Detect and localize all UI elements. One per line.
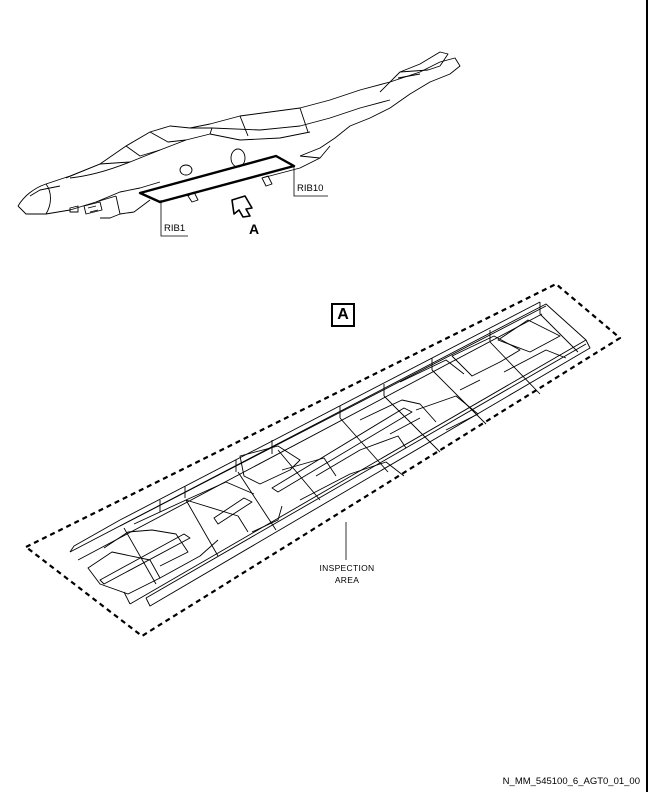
detail-view-box: A bbox=[331, 303, 355, 327]
leader-lines bbox=[160, 166, 328, 237]
view-arrow-label: A bbox=[249, 221, 259, 237]
rib1-label: RIB1 bbox=[164, 223, 185, 234]
inspection-boundary bbox=[24, 282, 622, 638]
detail-view-label: A bbox=[337, 306, 349, 323]
view-arrow-icon bbox=[231, 195, 253, 218]
aircraft-fuselage bbox=[17, 51, 461, 219]
page-border bbox=[646, 0, 648, 792]
rib10-label: RIB10 bbox=[297, 183, 323, 194]
inspection-label-line1: INSPECTION bbox=[320, 563, 375, 573]
figure-reference: N_MM_545100_6_AGT0_01_00 bbox=[502, 776, 640, 787]
wing-panel-structure bbox=[69, 301, 591, 607]
inspection-label-line2: AREA bbox=[335, 575, 359, 585]
highlight-panel bbox=[138, 154, 296, 204]
